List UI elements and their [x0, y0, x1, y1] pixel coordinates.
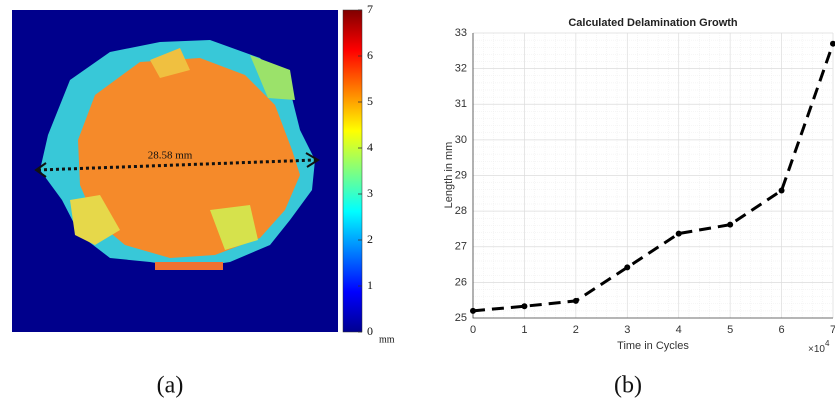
colorbar-tick-label: 1: [367, 278, 373, 292]
data-point: [778, 187, 785, 194]
x-tick-label: 7: [830, 324, 835, 336]
axes-frame: [472, 33, 833, 319]
x-tick-label: 0: [470, 324, 476, 336]
x-tick-label: 3: [624, 324, 630, 336]
colorbar-tick-label: 6: [367, 48, 373, 62]
data-point: [521, 303, 528, 310]
y-tick-label: 31: [455, 98, 467, 110]
colorbar: [342, 9, 363, 333]
caption: (b): [614, 373, 642, 399]
data-point: [830, 40, 835, 47]
colorbar-tick-label: 7: [367, 2, 373, 16]
x-scale-base: ×10: [808, 344, 825, 355]
y-tick-label: 27: [455, 241, 467, 253]
data-point: [675, 230, 682, 237]
colorbar-tick-label: 4: [367, 140, 373, 154]
y-tick-label: 30: [455, 134, 467, 146]
data-line: [472, 43, 835, 313]
defect-patch: [250, 55, 295, 100]
y-axis-label: Length in mm: [443, 142, 455, 209]
data-point: [572, 297, 579, 304]
defect-patch: [210, 205, 258, 250]
x-tick-label: 5: [727, 324, 733, 336]
colorbar-tick-label: 2: [367, 232, 373, 246]
y-tick-label: 28: [455, 205, 467, 217]
x-scale-label: ×104: [808, 339, 830, 355]
annotation: 28.58 mm: [148, 150, 193, 162]
colorbar-tick-label: 0: [367, 324, 373, 338]
data-point: [470, 307, 476, 314]
x-tick-label: 6: [779, 324, 785, 336]
colorbar-tick-label: 3: [367, 186, 373, 200]
chart-title: Calculated Delamination Growth: [568, 17, 738, 29]
y-tick-label: 33: [455, 27, 467, 39]
colorbar-tick-label: 5: [367, 94, 373, 108]
x-scale-exponent: 4: [825, 339, 830, 348]
colorbar-unit: mm: [379, 334, 395, 345]
arrow-head: [305, 152, 320, 168]
defect-patch: [150, 48, 190, 78]
defect-patch: [70, 195, 120, 245]
data-point: [727, 221, 734, 228]
arrow-head: [34, 162, 47, 178]
data-point: [624, 264, 631, 271]
x-tick-label: 1: [521, 324, 527, 336]
cscan-image: 28.58 mm: [12, 10, 338, 332]
y-tick-label: 29: [455, 169, 467, 181]
x-tick-label: 4: [676, 324, 682, 336]
measure-line: [37, 158, 317, 172]
y-tick-label: 26: [455, 276, 467, 288]
y-tick-label: 32: [455, 63, 467, 75]
defect-patch: [155, 262, 223, 270]
caption: (a): [157, 373, 184, 399]
y-tick-label: 25: [455, 312, 467, 324]
x-tick-label: 2: [573, 324, 579, 336]
x-axis-label: Time in Cycles: [617, 340, 689, 352]
